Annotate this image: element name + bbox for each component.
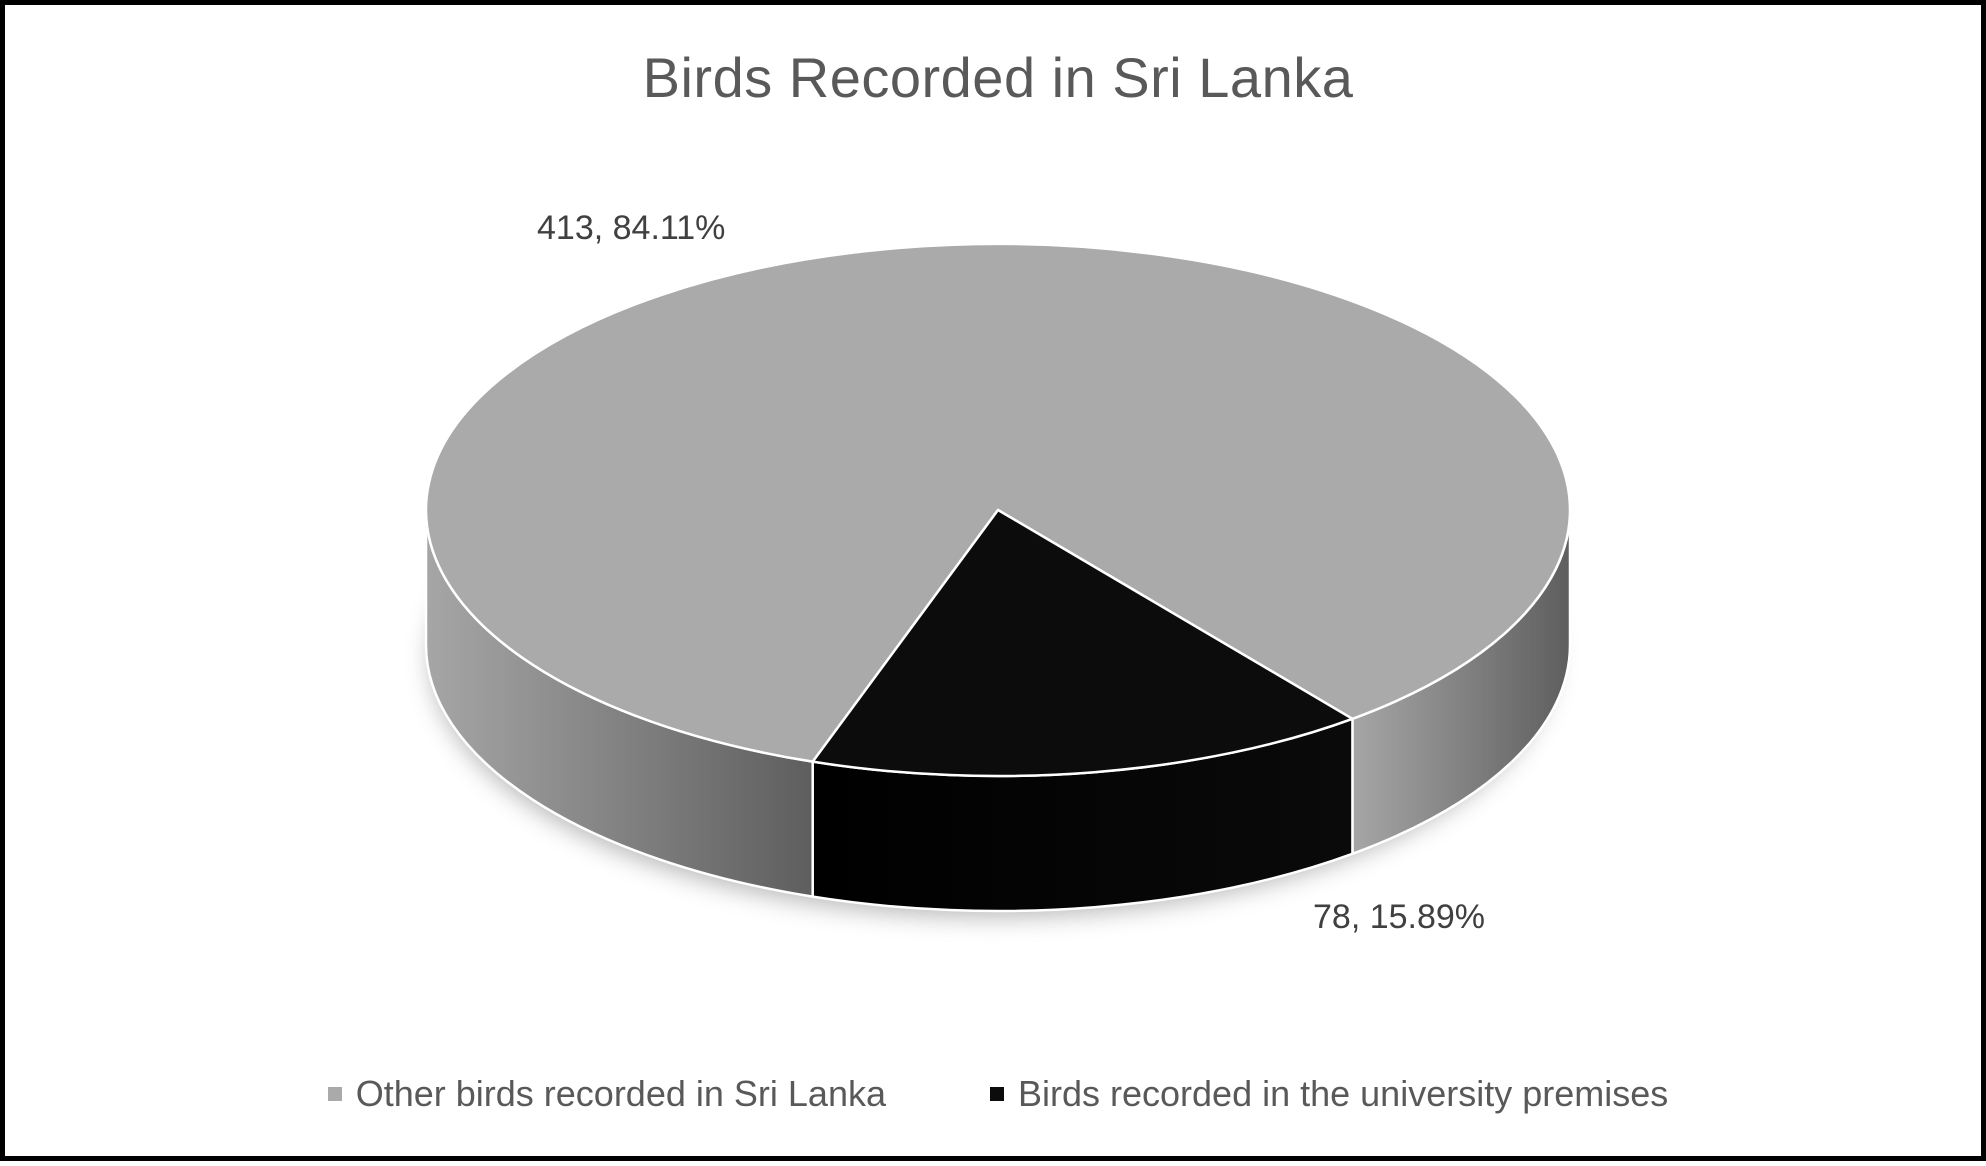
legend-swatch-university-birds xyxy=(989,1087,1004,1101)
slice-other-birds-top xyxy=(424,242,1572,763)
data-label-other-birds: 413, 84.11% xyxy=(537,209,725,247)
slice-university-birds-top xyxy=(811,508,1354,778)
legend-label-other-birds: Other birds recorded in Sri Lanka xyxy=(355,1073,886,1114)
pie-chart: 413, 84.11% 78, 15.89% xyxy=(424,209,1572,936)
legend-label-university-birds: Birds recorded in the university premise… xyxy=(1017,1073,1669,1114)
legend: Other birds recorded in Sri Lanka Birds … xyxy=(5,1073,1986,1115)
chart-title: Birds Recorded in Sri Lanka xyxy=(642,46,1354,109)
legend-item-other-birds: Other birds recorded in Sri Lanka xyxy=(327,1073,886,1115)
data-label-university-birds: 78, 15.89% xyxy=(1313,898,1485,936)
legend-item-university-birds: Birds recorded in the university premise… xyxy=(989,1073,1669,1115)
legend-swatch-other-birds xyxy=(327,1087,342,1101)
